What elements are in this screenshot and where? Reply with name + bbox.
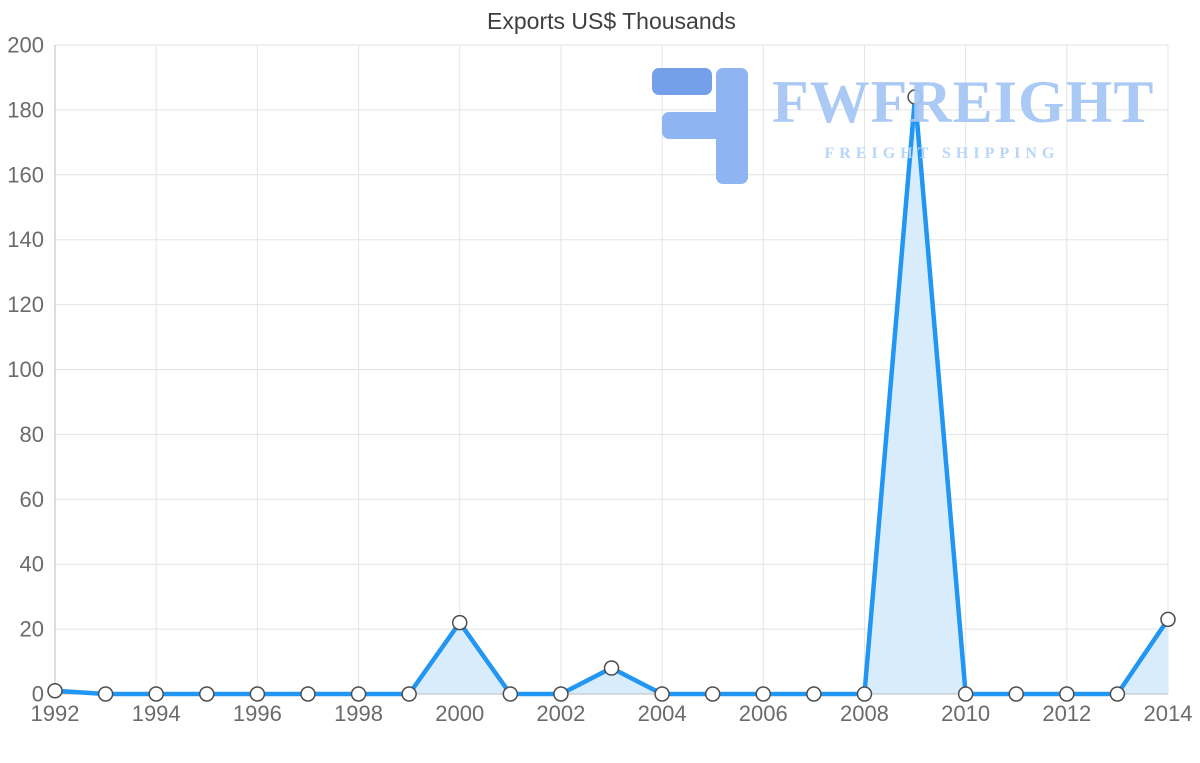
data-point-marker [350,686,367,702]
x-tick-label: 2014 [1144,701,1193,726]
x-tick-label: 2010 [941,701,990,726]
y-tick-label: 20 [20,617,44,642]
y-tick-label: 80 [20,422,44,447]
data-point-marker [47,683,63,699]
chart-title: Exports US$ Thousands [487,8,736,34]
x-tick-label: 1998 [334,701,383,726]
data-point-marker [704,686,721,702]
x-tick-label: 1992 [31,701,80,726]
series-area-fill [55,96,1168,695]
x-tick-label: 2002 [536,701,585,726]
data-point-marker [654,686,670,702]
data-point-marker [755,686,772,702]
x-tick-label: 2008 [840,701,889,726]
data-point-marker [1160,611,1176,628]
data-point-marker [300,686,316,702]
data-point-marker [806,686,822,702]
data-point-marker [1059,686,1075,702]
data-point-marker [249,686,266,702]
y-tick-label: 120 [7,292,44,317]
data-point-marker [553,686,569,702]
x-tick-label: 2012 [1042,701,1091,726]
data-point-marker [451,614,468,631]
data-point-marker [502,686,519,702]
x-tick-label: 2000 [435,701,484,726]
data-point-marker [957,686,974,702]
x-tick-label: 2006 [739,701,788,726]
data-point-marker [148,686,164,702]
y-tick-label: 200 [7,33,44,58]
data-point-marker [856,686,873,702]
data-point-marker [401,686,417,702]
data-point-marker [199,686,215,702]
y-tick-label: 40 [20,552,44,577]
data-point-marker [907,89,923,105]
y-tick-label: 140 [7,227,44,252]
y-tick-label: 0 [32,682,44,707]
data-point-marker [603,660,620,676]
x-tick-label: 2004 [638,701,687,726]
data-point-marker [97,686,114,702]
y-tick-label: 60 [20,487,44,512]
data-point-marker [1109,686,1126,702]
y-tick-label: 180 [7,97,44,122]
x-tick-label: 1996 [233,701,282,726]
series-line [52,94,1171,697]
y-tick-label: 160 [7,162,44,187]
x-tick-label: 1994 [132,701,181,726]
data-point-marker [1008,686,1024,702]
y-tick-label: 100 [7,357,44,382]
